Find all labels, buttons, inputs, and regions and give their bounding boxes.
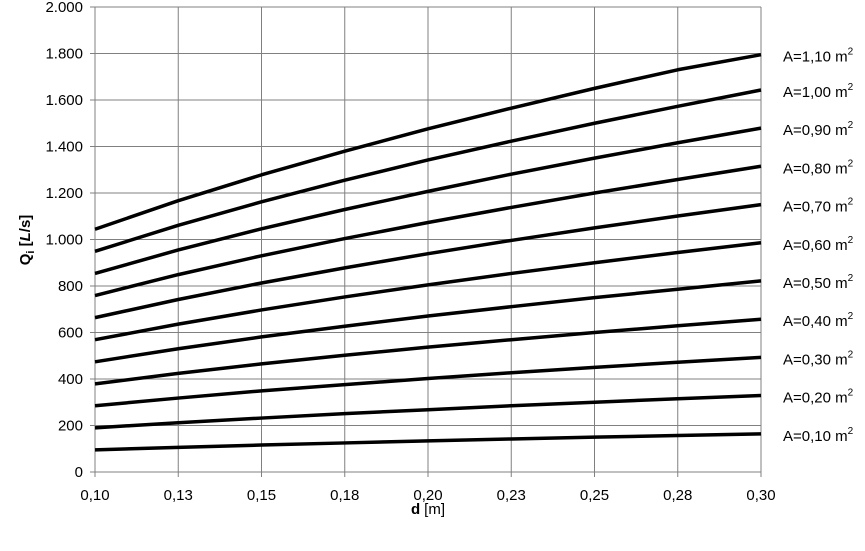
y-tick-label: 1.600: [45, 92, 83, 109]
x-axis-label: d [m]: [411, 501, 445, 518]
y-tick-label: 200: [58, 418, 83, 435]
y-tick-label: 1.400: [45, 139, 83, 156]
y-tick-label: 400: [58, 371, 83, 388]
series-line: [94, 241, 762, 342]
series-line: [94, 52, 762, 231]
y-tick-label: 1.000: [45, 232, 83, 249]
x-tick-label: 0,20: [413, 487, 442, 504]
y-tick-label: 2.000: [45, 0, 83, 16]
y-tick-label: 800: [58, 278, 83, 295]
series-line: [94, 164, 762, 298]
series-line: [94, 393, 762, 430]
series-line: [94, 126, 762, 276]
series-lines: [94, 52, 762, 452]
series-label: A=0,90 m2: [783, 120, 854, 139]
series-label: A=0,50 m2: [783, 273, 854, 292]
series-line: [94, 355, 762, 408]
series-label: A=0,70 m2: [783, 197, 854, 216]
series-label: A=0,30 m2: [783, 349, 854, 368]
x-tick-label: 0,15: [247, 487, 276, 504]
x-tick-label: 0,23: [497, 487, 526, 504]
x-tick-label: 0,30: [746, 487, 775, 504]
y-tick-label: 1.200: [45, 185, 83, 202]
series-label: A=0,80 m2: [783, 158, 854, 177]
x-tick-label: 0,10: [80, 487, 109, 504]
series-line: [94, 279, 762, 364]
x-tick-label: 0,25: [580, 487, 609, 504]
y-tick-label: 1.800: [45, 46, 83, 63]
series-label: A=0,40 m2: [783, 311, 854, 330]
grid: [90, 6, 762, 477]
x-tick-label: 0,13: [164, 487, 193, 504]
series-label: A=0,60 m2: [783, 235, 854, 254]
series-line: [94, 88, 762, 254]
y-tick-label: 0: [75, 464, 83, 481]
x-tick-label: 0,18: [330, 487, 359, 504]
series-line: [94, 317, 762, 386]
series-line: [94, 202, 762, 320]
series-label: A=1,00 m2: [783, 82, 854, 101]
tick-labels: 0,10 0,13 0,15 0,18 0,20 0,23 0,25 0,28 0,30 0 200…: [45, 0, 775, 504]
series-line: [94, 432, 762, 452]
x-tick-label: 0,28: [663, 487, 692, 504]
y-tick-label: 600: [58, 325, 83, 342]
y-axis-label: Qi [L/s]: [17, 215, 37, 266]
series-label: A=0,10 m2: [783, 426, 854, 445]
series-label: A=0,20 m2: [783, 388, 854, 407]
series-labels: A=0,10 m2 A=0,20 m2 A=0,30 m2 A=0,40 m2 A=0,…: [783, 47, 854, 445]
series-label: A=1,10 m2: [783, 47, 854, 66]
